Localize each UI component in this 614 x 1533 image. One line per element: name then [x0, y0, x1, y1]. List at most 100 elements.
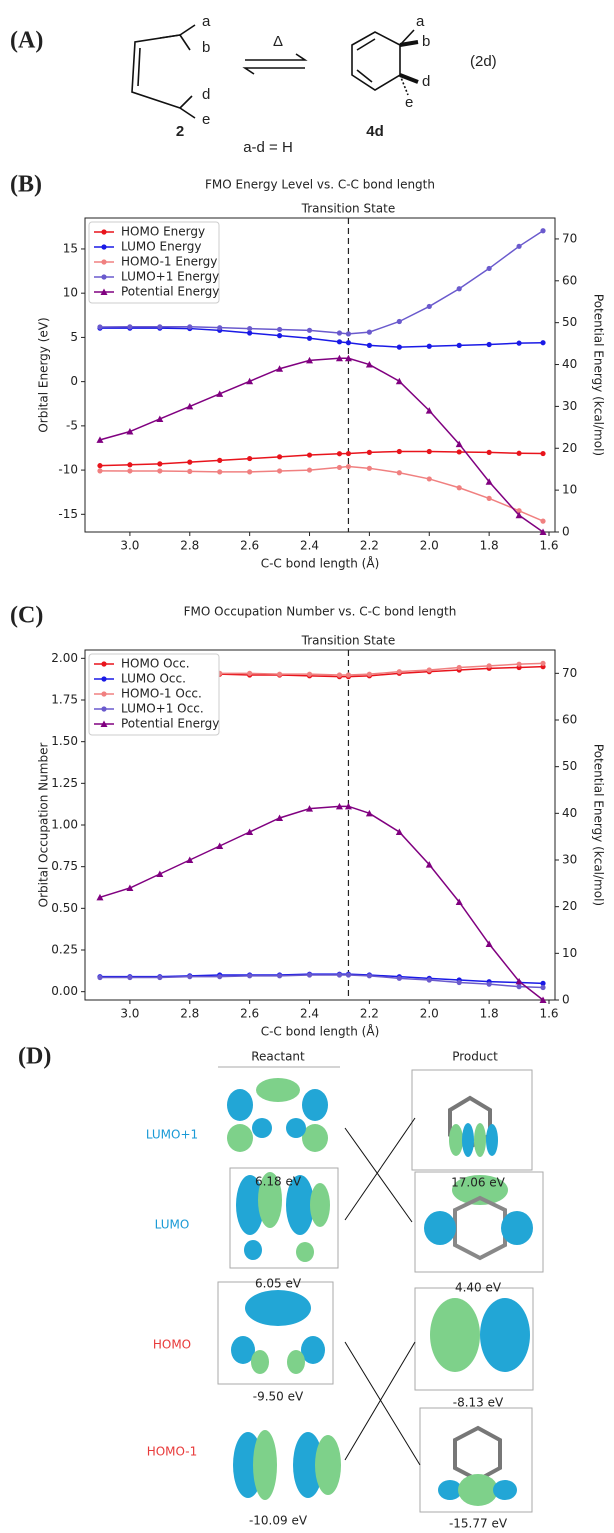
- y-tick-label: 2.00: [51, 651, 78, 665]
- marker: [246, 377, 254, 385]
- y2-tick-label: 30: [562, 853, 577, 867]
- marker: [276, 333, 283, 339]
- marker: [486, 265, 492, 272]
- marker: [306, 805, 314, 812]
- column-header: Product: [452, 1050, 498, 1064]
- marker: [216, 390, 224, 397]
- panel-label: (B): [10, 172, 42, 198]
- legend-label: LUMO+1 Occ.: [121, 702, 204, 716]
- y-tick-label: 0: [70, 374, 78, 388]
- x-tick-label: 2.8: [180, 539, 199, 553]
- marker: [216, 842, 224, 849]
- marker: [540, 660, 546, 666]
- marker: [276, 326, 283, 333]
- marker: [96, 436, 104, 443]
- marker: [101, 274, 107, 280]
- orbital-label: LUMO: [155, 1218, 190, 1232]
- substituent: e: [405, 94, 413, 111]
- marker: [396, 975, 402, 981]
- y2-axis-label: Potential Energy (kcal/mol): [592, 294, 606, 456]
- marker: [336, 972, 343, 978]
- series-line: [99, 450, 544, 467]
- marker: [247, 455, 253, 462]
- marker: [486, 495, 492, 501]
- marker: [101, 661, 107, 667]
- y2-tick-label: 70: [562, 666, 577, 680]
- marker: [345, 672, 352, 678]
- marker: [101, 259, 107, 265]
- marker: [127, 462, 133, 468]
- marker: [246, 828, 254, 835]
- marker: [455, 898, 463, 905]
- marker: [395, 828, 403, 835]
- marker: [97, 463, 103, 469]
- marker: [276, 454, 283, 460]
- marker: [540, 980, 546, 986]
- x-tick-label: 2.6: [240, 539, 259, 553]
- annotation: Transition State: [301, 202, 396, 216]
- marker: [539, 528, 547, 535]
- y-tick-label: 15: [63, 241, 78, 255]
- marker: [217, 457, 223, 463]
- marker: [127, 468, 133, 474]
- equation-label: (2d): [470, 53, 497, 70]
- marker: [306, 327, 313, 333]
- marker: [336, 672, 343, 678]
- marker: [336, 451, 343, 457]
- marker: [186, 856, 194, 863]
- marker: [456, 449, 462, 455]
- y2-tick-label: 40: [562, 357, 577, 371]
- x-tick-label: 1.6: [539, 539, 558, 553]
- x-tick-label: 2.8: [180, 1007, 199, 1021]
- energy-label: 6.18 eV: [255, 1175, 302, 1189]
- marker: [187, 459, 193, 465]
- legend-label: LUMO+1 Energy: [121, 270, 219, 284]
- x-tick-label: 3.0: [120, 1007, 139, 1021]
- equilibrium-arrows: [242, 53, 308, 75]
- y-tick-label: 0.25: [51, 943, 78, 957]
- y-tick-label: -5: [66, 418, 78, 432]
- legend-label: LUMO Energy: [121, 240, 202, 254]
- energy-label: -15.77 eV: [449, 1517, 508, 1531]
- marker: [345, 972, 352, 978]
- marker: [456, 485, 462, 491]
- marker: [365, 809, 373, 817]
- y-tick-label: 10: [63, 286, 78, 300]
- marker: [156, 415, 164, 422]
- marker: [187, 468, 193, 475]
- marker: [515, 511, 523, 519]
- marker: [247, 670, 253, 676]
- marker: [366, 342, 372, 348]
- annotation: Transition State: [301, 634, 396, 648]
- marker: [96, 893, 104, 901]
- panel-label: (C): [10, 603, 43, 629]
- marker: [157, 468, 163, 474]
- marker: [276, 814, 284, 821]
- marker: [336, 339, 343, 345]
- substituent: b: [422, 33, 430, 50]
- x-tick-label: 2.4: [300, 539, 319, 553]
- y2-tick-label: 50: [562, 759, 577, 773]
- x-tick-label: 2.6: [240, 1007, 259, 1021]
- marker: [486, 341, 492, 348]
- marker: [345, 463, 352, 470]
- marker: [426, 303, 432, 310]
- marker: [186, 402, 194, 410]
- marker: [396, 318, 402, 325]
- x-tick-label: 1.8: [480, 1007, 499, 1021]
- marker: [344, 802, 352, 810]
- legend-box: [88, 221, 220, 304]
- marker: [425, 861, 433, 868]
- marker: [97, 974, 103, 981]
- y-tick-label: -15: [58, 507, 78, 521]
- marker: [306, 671, 313, 677]
- marker: [101, 229, 107, 235]
- energy-label: 17.06 eV: [451, 1176, 506, 1190]
- y2-tick-label: 30: [562, 399, 577, 413]
- y2-tick-label: 10: [562, 483, 577, 497]
- marker: [217, 325, 223, 331]
- marker: [425, 407, 433, 414]
- marker: [100, 288, 108, 295]
- note: a-d = H: [243, 139, 293, 156]
